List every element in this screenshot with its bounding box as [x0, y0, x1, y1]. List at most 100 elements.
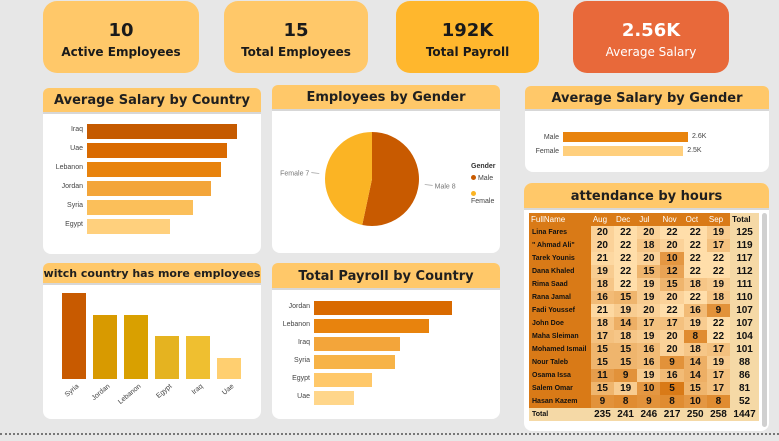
bar[interactable]: [314, 337, 401, 351]
bar[interactable]: [87, 124, 237, 139]
bar[interactable]: [124, 314, 148, 379]
row-total: 88: [730, 356, 759, 369]
bar[interactable]: [155, 336, 179, 379]
bar[interactable]: [87, 181, 212, 196]
hours-cell: 14: [683, 356, 707, 369]
bar[interactable]: [563, 132, 688, 142]
table-row[interactable]: Tarek Younis 21 22 20 10 22 22 117: [529, 252, 759, 265]
table-row[interactable]: Maha Sleiman 17 18 19 20 8 22 104: [529, 330, 759, 343]
hours-cell: 18: [706, 291, 731, 304]
column-header[interactable]: Dec: [614, 213, 638, 226]
bar[interactable]: [314, 319, 429, 333]
table-row[interactable]: Mohamed Ismail 15 15 16 20 18 17 101: [529, 343, 759, 356]
employee-name: Fadi Youssef: [529, 304, 591, 317]
column-header[interactable]: Nov: [660, 213, 684, 226]
row-total: 107: [730, 317, 759, 330]
country-employees-chart[interactable]: Syria Jordan Lebanon Egypt Iraq Uae: [43, 285, 261, 419]
category-label: Male: [543, 134, 559, 141]
legend-item-male[interactable]: Male: [471, 175, 493, 182]
row-total: 101: [730, 343, 759, 356]
avg-salary-country-panel[interactable]: Average Salary by Country Iraq Uae Lebanon…: [43, 88, 261, 254]
table-row[interactable]: Rima Saad 18 22 19 15 18 19 111: [529, 278, 759, 291]
column-total: 258: [706, 408, 731, 421]
avg-salary-country-chart[interactable]: Iraq Uae Lebanon Jordan Syria Egypt: [43, 124, 261, 244]
bar[interactable]: [87, 219, 170, 234]
hours-cell: 22: [683, 252, 707, 265]
pie-slice-female[interactable]: [325, 132, 372, 225]
category-label: Iraq: [190, 383, 205, 397]
bar[interactable]: [87, 200, 194, 215]
payroll-country-panel[interactable]: Total Payroll by Country Jordan Lebanon Ir…: [272, 263, 500, 419]
column-header[interactable]: Total: [730, 213, 759, 226]
hours-cell: 17: [706, 369, 731, 382]
hours-cell: 9: [706, 304, 731, 317]
hours-cell: 19: [637, 278, 661, 291]
column-header[interactable]: Oct: [683, 213, 707, 226]
hours-cell: 18: [614, 330, 638, 343]
table-row[interactable]: Fadi Youssef 21 19 20 22 16 9 107: [529, 304, 759, 317]
hours-cell: 22: [614, 265, 638, 278]
scrollbar[interactable]: [762, 213, 767, 427]
employees-by-gender-panel[interactable]: Employees by Gender Male 8 Female 7 Gende…: [272, 85, 500, 253]
bar[interactable]: [314, 373, 372, 387]
table-row[interactable]: Hasan Kazem 9 8 9 8 10 8 52: [529, 395, 759, 408]
panel-title: Employees by Gender: [272, 85, 500, 111]
table-row[interactable]: Salem Omar 15 19 10 5 15 17 81: [529, 382, 759, 395]
hours-cell: 15: [683, 382, 707, 395]
hours-cell: 8: [683, 330, 707, 343]
hours-cell: 19: [706, 278, 731, 291]
table-row[interactable]: Osama Issa 11 9 19 16 14 17 86: [529, 369, 759, 382]
payroll-country-chart[interactable]: Jordan Lebanon Iraq Syria Egypt Uae: [272, 301, 500, 413]
table-row[interactable]: Lina Fares 20 22 20 22 22 19 125: [529, 226, 759, 239]
country-employees-panel[interactable]: witch country has more employees Syria Jo…: [43, 263, 261, 419]
employee-name: Dana Khaled: [529, 265, 591, 278]
hours-cell: 16: [683, 304, 707, 317]
bar[interactable]: [87, 143, 227, 158]
column-header[interactable]: FullName: [529, 213, 591, 226]
bar[interactable]: [314, 301, 452, 315]
category-label: Lebanon: [55, 164, 83, 171]
row-total: 111: [730, 278, 759, 291]
bar[interactable]: [563, 146, 684, 156]
hours-cell: 19: [637, 369, 661, 382]
bar[interactable]: [62, 293, 86, 379]
column-header[interactable]: Aug: [590, 213, 615, 226]
category-label: Lebanon: [282, 321, 310, 328]
gender-pie-chart[interactable]: Male 8 Female 7: [272, 111, 500, 253]
table-row[interactable]: " Ahmad Ali" 20 22 18 20 22 17 119: [529, 239, 759, 252]
attendance-matrix[interactable]: FullName Aug Dec Jul Nov Oct Sep Total Lina Far…: [529, 213, 759, 421]
bar[interactable]: [314, 355, 395, 369]
category-label: Syria: [63, 383, 81, 399]
hours-cell: 18: [683, 278, 707, 291]
hours-cell: 10: [660, 252, 684, 265]
kpi-value: 2.56K: [621, 20, 681, 41]
table-row[interactable]: John Doe 18 14 17 17 19 22 107: [529, 317, 759, 330]
legend-item-female[interactable]: Female: [471, 191, 500, 205]
table-row[interactable]: Dana Khaled 19 22 15 12 22 22 112: [529, 265, 759, 278]
employee-name: Mohamed Ismail: [529, 343, 591, 356]
employee-name: Rima Saad: [529, 278, 591, 291]
hours-cell: 22: [683, 291, 707, 304]
data-label: 2.6K: [692, 133, 707, 140]
column-header[interactable]: Sep: [706, 213, 731, 226]
table-row[interactable]: Nour Taleb 15 15 16 9 14 19 88: [529, 356, 759, 369]
avg-salary-gender-chart[interactable]: Male 2.6K Female 2.5K: [525, 132, 769, 162]
hours-cell: 22: [706, 252, 731, 265]
bar[interactable]: [217, 357, 241, 379]
hours-cell: 14: [614, 317, 638, 330]
hours-cell: 11: [590, 369, 615, 382]
attendance-panel[interactable]: attendance by hours FullName Aug Dec Jul Nov…: [524, 183, 769, 431]
table-row[interactable]: Rana Jamal 16 15 19 20 22 18 110: [529, 291, 759, 304]
pie-slice-male[interactable]: [362, 132, 419, 226]
avg-salary-gender-panel[interactable]: Average Salary by Gender Male 2.6K Female 2…: [525, 86, 769, 172]
kpi-total-employees: 15 Total Employees: [224, 1, 368, 73]
bar[interactable]: [186, 336, 210, 379]
bar[interactable]: [314, 391, 355, 405]
hours-cell: 18: [590, 317, 615, 330]
column-total: 241: [614, 408, 638, 421]
bar[interactable]: [93, 314, 117, 379]
hours-cell: 19: [637, 291, 661, 304]
column-header[interactable]: Jul: [637, 213, 661, 226]
employee-name: Hasan Kazem: [529, 395, 591, 408]
bar[interactable]: [87, 162, 222, 177]
